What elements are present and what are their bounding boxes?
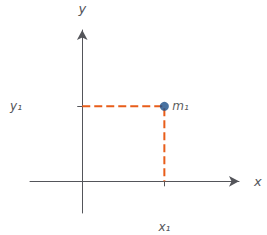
svg-text:x₁: x₁ xyxy=(157,220,170,234)
svg-text:x: x xyxy=(253,174,262,189)
svg-text:m₁: m₁ xyxy=(172,99,189,113)
svg-text:y₁: y₁ xyxy=(9,99,22,113)
svg-text:y: y xyxy=(77,1,86,16)
